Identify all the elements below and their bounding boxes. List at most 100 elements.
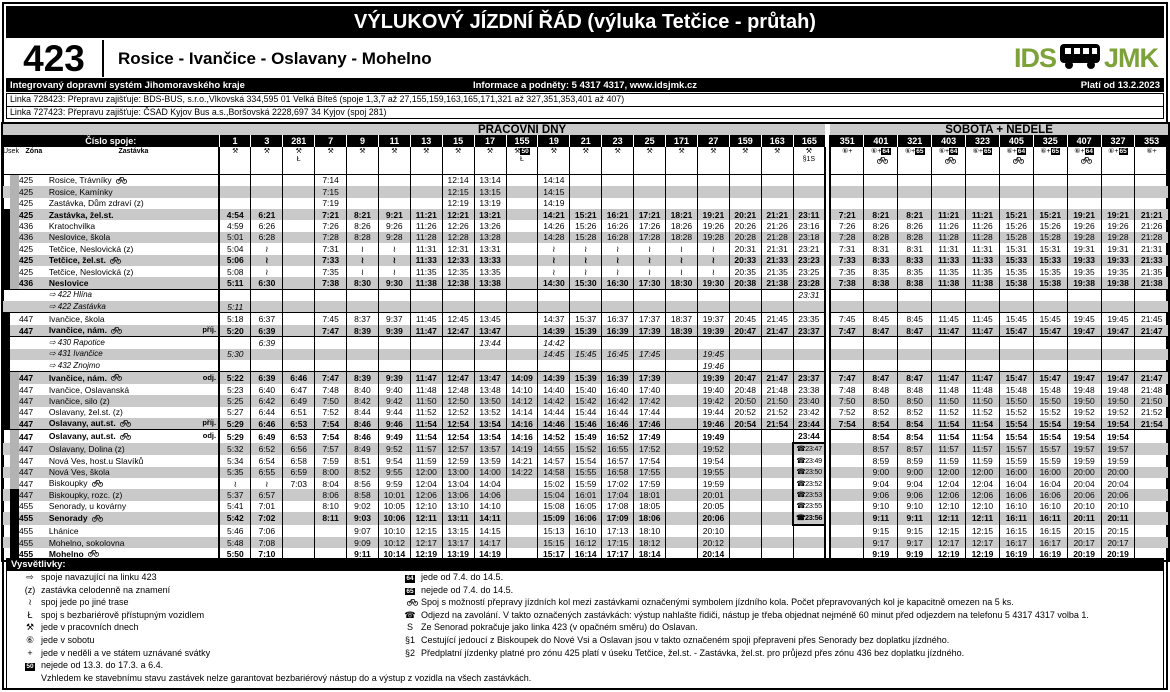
spoj-number: 325: [1032, 135, 1068, 147]
day-symbols: ⚒ §1S: [792, 146, 827, 175]
day-symbols: ⚒: [218, 146, 251, 175]
time-cell: [760, 197, 794, 209]
time-cell: [505, 186, 538, 198]
time-cell: 15:48: [1032, 383, 1068, 396]
time-cell: [282, 360, 315, 372]
zone-cell: 447: [18, 417, 49, 430]
time-cell: 9:00: [863, 466, 898, 478]
usek-marker: [2, 536, 11, 549]
time-cell: 12:04: [409, 477, 443, 490]
time-cell: 11:47: [409, 371, 443, 384]
time-cell: 15:42: [569, 395, 602, 407]
time-cell: 16:30: [601, 277, 634, 290]
time-cell: [282, 524, 315, 537]
time-cell: 5:29: [218, 429, 251, 443]
time-cell: 8:52: [346, 466, 379, 478]
station-cell: ⇨ 430 Rapotice: [48, 336, 221, 349]
time-cell: [346, 174, 379, 187]
zone-cell: 447: [18, 429, 49, 443]
time-cell: 23:35: [792, 312, 827, 325]
time-cell: 15:52: [569, 442, 602, 456]
station-cell: Rosice, Trávníky: [48, 174, 221, 187]
time-cell: 6:59: [282, 466, 315, 478]
time-cell: 14:11: [473, 512, 506, 525]
time-cell: 5:20: [218, 324, 251, 337]
time-cell: ≀: [633, 243, 666, 255]
time-cell: 14:46: [537, 417, 570, 430]
time-cell: 14:55: [537, 442, 570, 456]
time-cell: [1134, 442, 1170, 456]
time-cell: 16:15: [998, 524, 1034, 537]
time-cell: 20:54: [728, 417, 762, 430]
time-cell: [696, 174, 730, 187]
time-cell: 11:45: [409, 312, 443, 325]
time-cell: [829, 548, 864, 561]
time-cell: ≀: [377, 254, 411, 266]
time-cell: 12:06: [409, 489, 443, 501]
time-cell: 16:10: [998, 500, 1034, 513]
time-cell: 7:21: [314, 208, 347, 221]
time-cell: 7:06: [250, 524, 283, 537]
time-cell: 12:54: [441, 417, 475, 430]
time-cell: 20:28: [728, 231, 762, 244]
time-cell: 16:00: [998, 466, 1034, 478]
time-cell: 15:08: [537, 500, 570, 513]
station-row: 447 Ivančice, nám. odj. 5:22 6:39 6:46 7:47 8:3…: [2, 371, 1170, 384]
time-cell: [1134, 536, 1170, 549]
time-cell: 15:21: [998, 208, 1034, 221]
time-cell: 15:47: [998, 371, 1034, 384]
time-cell: [1134, 186, 1170, 198]
time-cell: [346, 288, 379, 302]
legend-item: ⚒ jede v pracovních dnech: [19, 621, 399, 634]
time-cell: [728, 477, 762, 490]
time-cell: 8:47: [897, 324, 932, 337]
time-cell: [897, 197, 932, 209]
time-cell: 21:38: [1134, 277, 1170, 290]
valid-from: Platí od 13.2.2023: [1080, 79, 1160, 91]
time-cell: 15:35: [998, 265, 1034, 278]
time-cell: 19:30: [696, 277, 730, 290]
time-cell: [569, 288, 602, 302]
spoj-number: 13: [409, 135, 443, 147]
time-cell: ≀: [696, 265, 730, 278]
legend-item: §1 Cestující jedoucí z Biskoupek do Nové …: [399, 634, 1163, 647]
time-cell: 21:54: [760, 417, 794, 430]
time-cell: [282, 548, 315, 561]
time-cell: 15:30: [569, 277, 602, 290]
header-band-left: [2, 123, 220, 136]
time-cell: 7:14: [314, 174, 347, 187]
legend-item: ⑥ jede v sobotu: [19, 634, 399, 647]
time-cell: 19:39: [696, 324, 730, 337]
time-cell: [633, 301, 666, 313]
time-cell: 17:46: [633, 417, 666, 430]
time-cell: 7:45: [314, 312, 347, 325]
time-cell: [931, 288, 966, 302]
time-cell: [665, 466, 698, 478]
time-cell: [314, 548, 347, 561]
time-cell: 14:28: [537, 231, 570, 244]
time-cell: 18:28: [665, 231, 698, 244]
time-cell: [760, 442, 794, 456]
time-cell: [505, 174, 538, 187]
usek-marker: [2, 395, 11, 407]
time-cell: [728, 500, 762, 513]
time-cell: ☎23:56: [792, 512, 827, 526]
time-cell: 7:52: [314, 406, 347, 418]
time-cell: 17:28: [633, 231, 666, 244]
time-cell: [728, 455, 762, 467]
time-cell: [792, 186, 827, 198]
time-cell: 15:54: [998, 417, 1034, 430]
day-symbols: ⚒: [473, 146, 506, 175]
contact-info: Informace a podněty: 5 4317 4317, www.id…: [472, 79, 698, 91]
time-cell: 8:39: [346, 371, 379, 384]
time-cell: 19:40: [696, 383, 730, 396]
day-symbols: ⚒: [346, 146, 379, 175]
time-cell: 8:49: [346, 442, 379, 456]
time-cell: 20:15: [1066, 524, 1102, 537]
time-cell: 13:59: [473, 455, 506, 467]
time-cell: 19:47: [1100, 324, 1135, 337]
legend-symbol: 64: [405, 575, 415, 583]
time-cell: 7:26: [829, 220, 864, 232]
time-cell: [829, 174, 864, 187]
time-cell: [829, 500, 864, 513]
